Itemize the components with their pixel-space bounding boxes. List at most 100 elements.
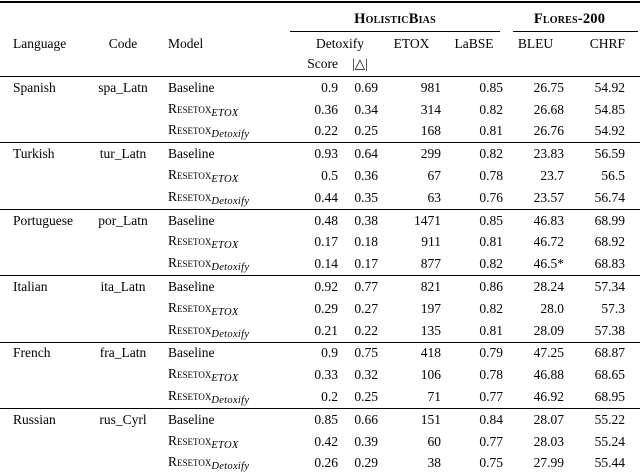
table-row: ResetoxETOX 0.42 0.39 60 0.77 28.03 55.24 xyxy=(0,431,640,453)
cell-labse: 0.78 xyxy=(479,367,504,383)
cell-delta: 0.77 xyxy=(340,275,380,298)
model-subscript: Detoxify xyxy=(211,395,250,407)
cell-bleu: 28.24 xyxy=(505,275,567,298)
sub-header-spacer-right xyxy=(380,52,640,77)
cell-code xyxy=(90,99,156,121)
cell-language xyxy=(0,298,90,320)
column-header-bleu: BLEU xyxy=(517,36,554,51)
cell-etox: 106 xyxy=(420,367,441,383)
cell-labse: 0.77 xyxy=(479,433,504,449)
cell-code: fra_Latn xyxy=(90,341,156,365)
cell-chrf: 68.87 xyxy=(566,341,640,365)
model-name: Resetox xyxy=(168,366,212,382)
cell-delta: 0.17 xyxy=(354,256,378,272)
cell-labse: 0.75 xyxy=(479,455,504,471)
cell-language: Russian xyxy=(0,407,90,431)
cell-delta: 0.69 xyxy=(354,79,378,95)
cell-labse: 0.85 xyxy=(479,79,504,95)
column-header-score: Score xyxy=(250,52,340,77)
cell-etox: 1471 xyxy=(380,208,443,232)
model-name: Resetox xyxy=(168,432,212,448)
cell-bleu: 46.5* xyxy=(533,256,565,272)
cell-etox: 299 xyxy=(380,142,443,166)
cell-detoxify-score: 0.5 xyxy=(321,168,338,184)
cell-chrf: 56.59 xyxy=(566,142,640,166)
cell-language: Italian xyxy=(0,275,90,298)
cell-delta: 0.38 xyxy=(340,208,380,232)
cell-chrf: 68.65 xyxy=(594,367,626,383)
cell-detoxify-score: 0.85 xyxy=(250,407,340,431)
cell-detoxify-score: 0.36 xyxy=(314,101,338,117)
table-row: ResetoxETOX 0.29 0.27 197 0.82 28.0 57.3 xyxy=(0,298,640,320)
flores-rule: Flores-200 xyxy=(513,11,639,32)
cell-etox: 197 xyxy=(420,300,441,316)
model-name: Resetox xyxy=(168,188,212,204)
table-row: Italian ita_Latn Baseline 0.92 0.77 821 0.86 28… xyxy=(0,275,640,298)
cell-bleu: 28.0 xyxy=(540,300,565,316)
cell-language xyxy=(0,187,90,209)
cell-labse: 0.84 xyxy=(443,407,506,431)
cell-model: Baseline xyxy=(156,275,250,298)
cell-labse: 0.85 xyxy=(443,208,506,232)
model-subscript: Detoxify xyxy=(211,461,250,473)
cell-detoxify-score: 0.21 xyxy=(314,322,338,338)
cell-chrf: 68.83 xyxy=(594,256,626,272)
cell-language xyxy=(0,320,90,342)
cell-code xyxy=(90,187,156,209)
cell-etox: 877 xyxy=(420,256,441,272)
cell-etox: 168 xyxy=(420,123,441,139)
cell-delta: 0.36 xyxy=(354,168,378,184)
cell-code xyxy=(90,320,156,342)
model-name: Resetox xyxy=(168,388,212,404)
cell-labse: 0.81 xyxy=(479,322,504,338)
cell-etox: 135 xyxy=(420,322,441,338)
model-name: Resetox xyxy=(168,255,212,271)
model-subscript: ETOX xyxy=(211,439,239,451)
cell-labse: 0.76 xyxy=(479,189,504,205)
cell-model: Baseline xyxy=(156,208,250,232)
cell-delta: 0.66 xyxy=(340,407,380,431)
cell-detoxify-score: 0.33 xyxy=(314,367,338,383)
cell-model: Baseline xyxy=(156,407,250,431)
cell-code xyxy=(90,298,156,320)
cell-labse: 0.86 xyxy=(443,275,506,298)
cell-bleu: 46.83 xyxy=(505,208,567,232)
cell-bleu: 26.68 xyxy=(533,101,565,117)
group-header-holisticbias-cell: HolisticBias xyxy=(250,2,505,32)
table-body: Spanish spa_Latn Baseline 0.9 0.69 981 0.85 26.… xyxy=(0,77,640,473)
cell-language xyxy=(0,453,90,473)
cell-etox: 418 xyxy=(380,341,443,365)
cell-bleu: 28.07 xyxy=(505,407,567,431)
cell-detoxify-score: 0.2 xyxy=(321,389,338,405)
cell-model: Baseline xyxy=(156,142,250,166)
group-header-flores-cell: Flores-200 xyxy=(505,2,640,32)
column-header-chrf: CHRF xyxy=(589,36,626,51)
cell-language xyxy=(0,253,90,275)
column-header-model: Model xyxy=(168,36,204,51)
cell-model: ResetoxDetoxify xyxy=(156,453,250,473)
cell-language: Spanish xyxy=(13,79,56,95)
cell-bleu: 26.76 xyxy=(533,123,565,139)
cell-code: ita_Latn xyxy=(90,275,156,298)
cell-labse: 0.82 xyxy=(479,256,504,272)
cell-labse: 0.82 xyxy=(479,300,504,316)
cell-code xyxy=(90,121,156,143)
cell-etox: 911 xyxy=(421,234,441,250)
table-row: ResetoxDetoxify 0.22 0.25 168 0.81 26.76 54.92 xyxy=(0,121,640,143)
cell-detoxify-score: 0.93 xyxy=(250,142,340,166)
cell-bleu: 23.7 xyxy=(540,168,565,184)
table-row: Turkish tur_Latn Baseline 0.93 0.64 299 0.82 23… xyxy=(0,142,640,166)
model-subscript: ETOX xyxy=(211,240,239,252)
cell-language xyxy=(0,165,90,187)
cell-delta: 0.32 xyxy=(354,367,378,383)
cell-code xyxy=(90,453,156,473)
sub-header-row: Score |△| xyxy=(0,52,640,77)
cell-detoxify-score: 0.42 xyxy=(314,433,338,449)
cell-chrf: 56.5 xyxy=(601,168,626,184)
cell-model: ResetoxETOX xyxy=(156,431,250,453)
model-subscript: ETOX xyxy=(211,174,239,186)
cell-model: ResetoxETOX xyxy=(156,364,250,386)
cell-chrf: 68.95 xyxy=(594,389,626,405)
column-header-delta: |△| xyxy=(340,52,380,77)
